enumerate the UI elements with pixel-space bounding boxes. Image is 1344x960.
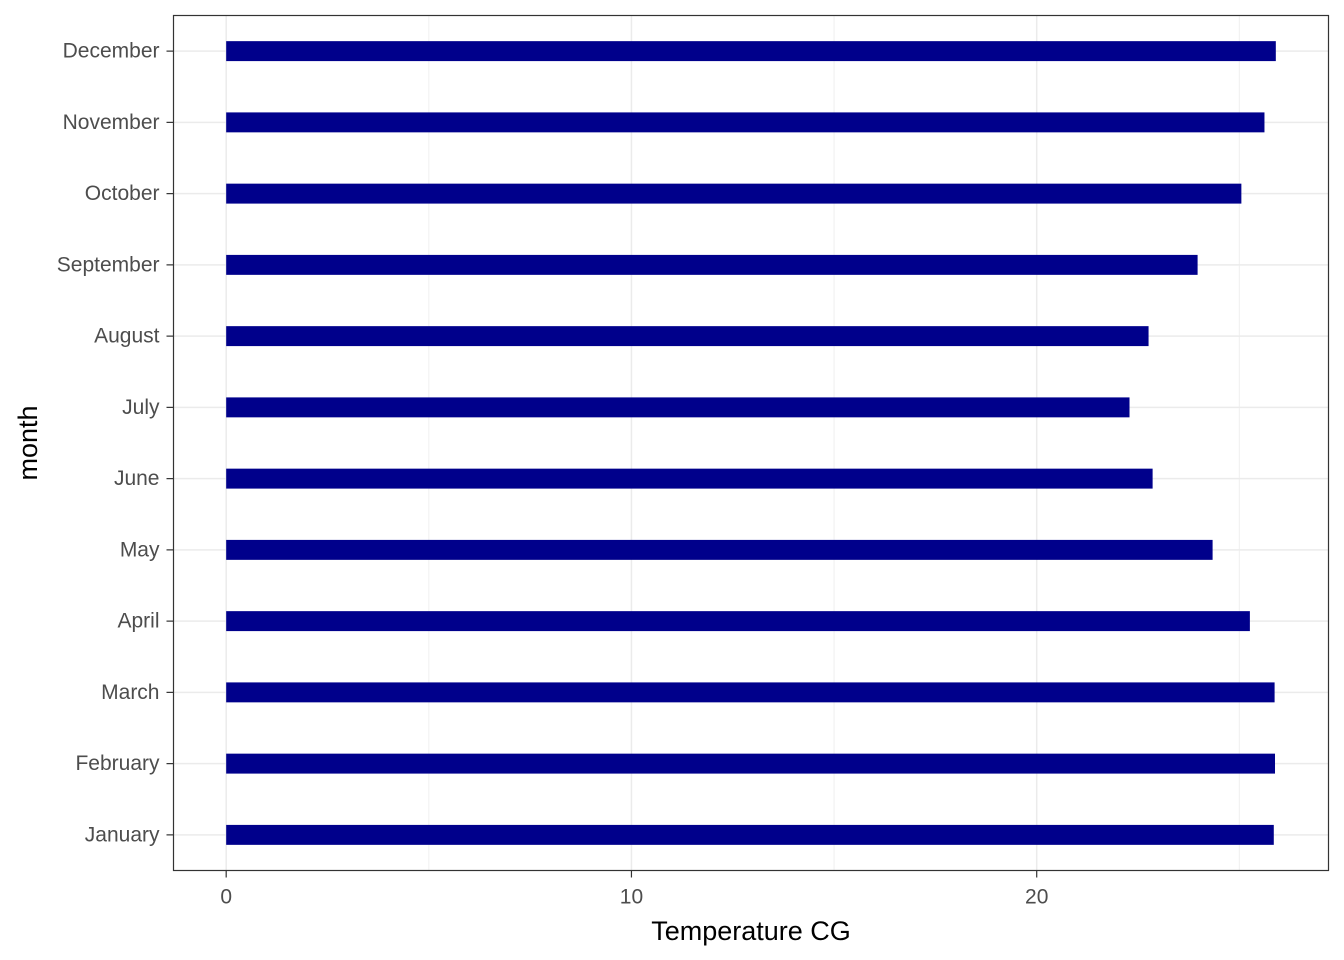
y-tick-label: August [94, 325, 160, 348]
bar-april [226, 611, 1250, 632]
y-tick-label: January [85, 823, 160, 846]
bar-august [226, 326, 1149, 347]
bar-january [226, 824, 1274, 845]
bar-july [226, 397, 1130, 418]
bar-september [226, 254, 1198, 275]
y-axis-ticks: January February March April May June July Augu… [57, 40, 174, 846]
y-tick-label: June [114, 467, 160, 490]
y-axis-title: month [13, 405, 43, 480]
y-tick-label: March [101, 681, 159, 704]
bar-november [226, 112, 1265, 133]
y-tick-label: May [120, 538, 160, 561]
bar-october [226, 183, 1242, 204]
x-axis-title: Temperature CG [651, 916, 851, 946]
y-tick-label: September [57, 253, 160, 276]
y-tick-label: July [122, 396, 160, 419]
y-tick-label: February [75, 752, 160, 775]
bars [226, 41, 1276, 845]
y-tick-label: December [63, 40, 160, 63]
bar-june [226, 468, 1153, 489]
y-tick-label: November [63, 111, 160, 134]
y-tick-label: April [117, 610, 159, 633]
y-tick-label: October [85, 182, 160, 205]
x-tick-label: 0 [220, 886, 232, 909]
x-axis-ticks: 0 10 20 [220, 870, 1048, 909]
minor-gridlines [428, 15, 1240, 871]
bar-may [226, 539, 1213, 560]
bar-february [226, 753, 1276, 774]
bar-march [226, 682, 1275, 703]
panel-background [173, 15, 1329, 871]
x-tick-label: 10 [620, 886, 643, 909]
panel-border [172, 14, 1330, 872]
bar-december [226, 41, 1276, 62]
x-tick-label: 20 [1025, 886, 1048, 909]
